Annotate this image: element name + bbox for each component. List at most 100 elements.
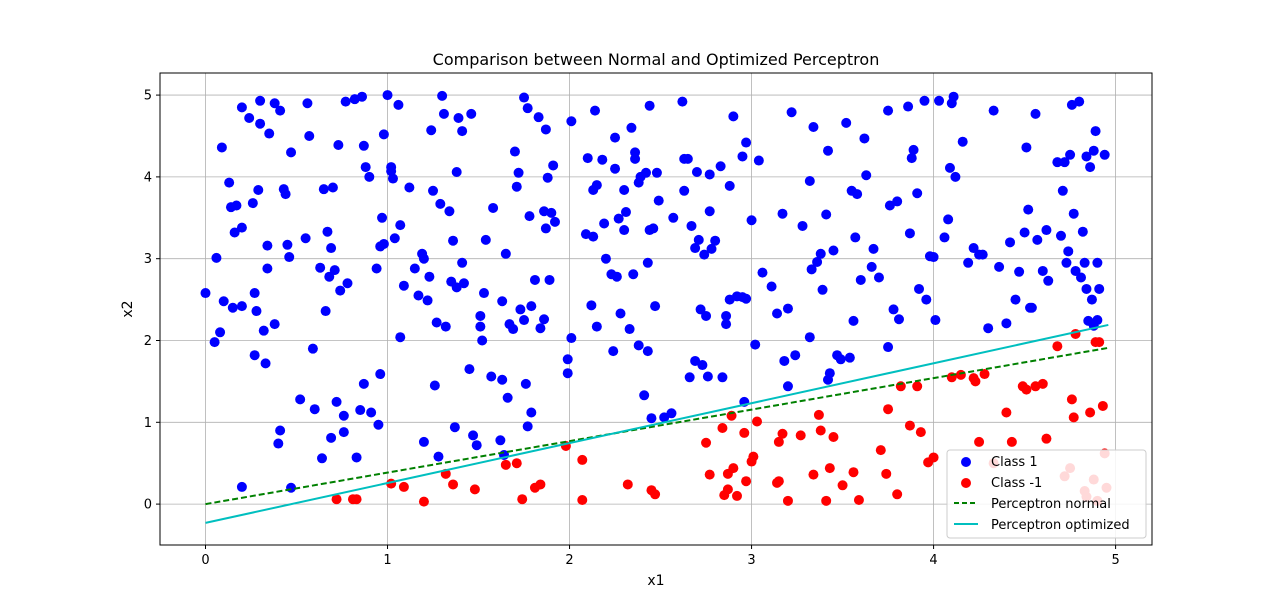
data-point (562, 354, 573, 365)
data-point (619, 225, 630, 236)
data-point (1077, 226, 1088, 237)
data-point (806, 264, 817, 275)
data-point (591, 321, 602, 332)
x-tick-label: 3 (747, 553, 755, 568)
data-point (1063, 246, 1074, 257)
data-point (364, 171, 375, 182)
x-axis-label: x1 (647, 573, 664, 589)
data-point (804, 332, 815, 343)
data-point (881, 468, 892, 479)
data-point (835, 354, 846, 365)
data-point (1014, 266, 1025, 277)
y-tick-label: 3 (144, 252, 152, 267)
data-point (497, 374, 508, 385)
data-point (371, 263, 382, 274)
data-point (327, 182, 338, 193)
data-point (535, 479, 546, 490)
legend-marker-class-1 (961, 457, 971, 467)
data-point (782, 495, 793, 506)
data-point (1052, 157, 1063, 168)
data-point (983, 323, 994, 334)
data-point (934, 95, 945, 106)
data-point (666, 408, 677, 419)
data-point (659, 412, 670, 423)
data-point (247, 198, 258, 209)
data-point (728, 111, 739, 122)
data-point (773, 476, 784, 487)
data-point (378, 238, 389, 249)
data-point (522, 103, 533, 114)
data-point (648, 223, 659, 234)
data-point (1021, 384, 1032, 395)
data-point (1001, 318, 1012, 329)
data-point (326, 432, 337, 443)
data-point (280, 189, 291, 200)
data-point (398, 481, 409, 492)
data-point (413, 290, 424, 301)
data-point (930, 315, 941, 326)
data-point (395, 220, 406, 231)
data-point (752, 416, 763, 427)
data-point (478, 288, 489, 299)
data-point (229, 227, 240, 238)
data-point (524, 211, 535, 222)
data-point (1061, 257, 1072, 268)
data-point (668, 212, 679, 223)
data-point (317, 453, 327, 464)
data-point (440, 321, 451, 332)
data-point (948, 91, 959, 102)
data-point (722, 484, 733, 495)
data-point (610, 163, 621, 174)
data-point (255, 118, 266, 129)
data-point (903, 101, 914, 112)
data-point (821, 209, 832, 220)
data-point (338, 410, 349, 421)
data-point (883, 404, 894, 415)
data-point (322, 226, 333, 237)
data-point (249, 350, 260, 361)
data-point (588, 231, 599, 242)
data-point (693, 234, 704, 245)
data-point (861, 170, 872, 181)
legend: Class 1 Class -1 Perceptron normal Perce… (946, 449, 1147, 539)
data-point (955, 369, 966, 380)
data-point (331, 494, 342, 505)
data-point (1068, 412, 1079, 423)
data-point (1023, 204, 1034, 215)
data-point (269, 98, 280, 109)
data-point (258, 325, 269, 336)
data-point (404, 182, 415, 193)
data-point (841, 117, 852, 128)
data-point (429, 380, 440, 391)
data-point (650, 301, 661, 312)
data-point (249, 288, 260, 299)
data-point (335, 285, 346, 296)
data-point (251, 306, 262, 317)
data-point (1030, 108, 1041, 119)
data-point (950, 171, 961, 182)
data-point (914, 283, 925, 294)
data-point (701, 437, 712, 448)
data-point (1081, 283, 1092, 294)
data-point (360, 162, 371, 173)
data-point (566, 333, 577, 344)
y-axis: 0 1 2 3 4 5 (144, 89, 160, 513)
data-point (500, 459, 511, 470)
data-point (586, 300, 597, 311)
data-point (539, 314, 550, 325)
data-point (418, 436, 429, 447)
data-point (262, 240, 273, 251)
data-point (1076, 272, 1087, 283)
data-point (1021, 142, 1032, 153)
data-point (548, 160, 559, 171)
data-point (389, 233, 400, 244)
data-point (741, 137, 752, 148)
data-point (599, 218, 610, 229)
data-point (912, 188, 923, 199)
y-axis-label: x2 (120, 300, 136, 317)
data-point (526, 301, 537, 312)
data-point (424, 271, 435, 282)
data-point (200, 288, 211, 299)
x-tick-label: 2 (565, 553, 573, 568)
